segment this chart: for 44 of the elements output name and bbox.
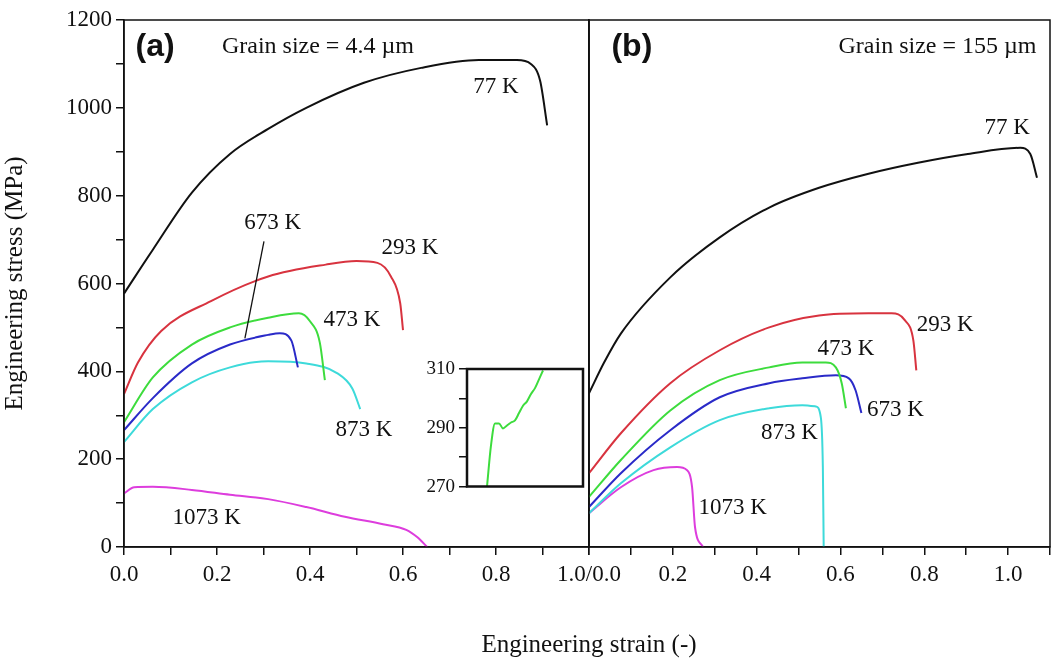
series-label: 473 K <box>817 334 875 360</box>
series-label: 1073 K <box>698 493 768 519</box>
x-axis-title: Engineering strain (-) <box>481 630 697 658</box>
y-tick-label: 1200 <box>66 6 112 32</box>
y-axis-title: Engineering stress (MPa) <box>0 156 28 411</box>
x-tick-label: 0.0 <box>109 560 139 586</box>
x-tick-label: 1.0/0.0 <box>557 560 621 586</box>
x-tick-label: 0.6 <box>388 560 418 586</box>
y-tick-label: 0 <box>100 533 112 559</box>
series-label: 293 K <box>916 311 975 337</box>
annotation: Grain size = 4.4 µm <box>221 31 415 58</box>
series-label: 873 K <box>335 416 393 442</box>
line-series <box>124 332 299 432</box>
y-tick-label: 310 <box>426 356 455 378</box>
annotation: (a) <box>135 26 175 63</box>
x-tick-label: 0.8 <box>481 560 511 586</box>
series-label: 473 K <box>323 305 381 331</box>
y-tick-label: 600 <box>77 269 112 295</box>
x-tick-label: 0.8 <box>909 560 939 586</box>
annotation: (b) <box>611 26 653 63</box>
series-label: 1073 K <box>172 504 242 530</box>
x-tick-label: 0.4 <box>742 560 772 586</box>
x-tick-label: 1.0 <box>993 560 1023 586</box>
y-tick-label: 270 <box>426 474 455 496</box>
y-tick-label: 200 <box>77 445 112 471</box>
y-tick-label: 290 <box>426 415 455 437</box>
line-series <box>124 260 404 396</box>
y-tick-label: 800 <box>77 181 112 207</box>
series-label: 873 K <box>760 419 819 445</box>
x-tick-label: 0.6 <box>826 560 855 586</box>
series-label: 77 K <box>473 72 520 98</box>
series-label: 77 K <box>984 113 1031 139</box>
x-tick-label: 0.2 <box>202 560 232 586</box>
line-series <box>486 369 544 487</box>
series-label: 673 K <box>866 396 925 422</box>
line-series <box>124 485 429 547</box>
series-label: 293 K <box>381 233 439 259</box>
text: 673 K <box>244 208 302 234</box>
x-tick-label: 0.4 <box>295 560 325 586</box>
line-series <box>124 312 326 424</box>
x-tick-label: 0.2 <box>658 560 688 586</box>
y-tick-label: 1000 <box>66 93 112 119</box>
y-tick-label: 400 <box>77 357 112 383</box>
annotation: Grain size = 155 µm <box>838 31 1037 58</box>
